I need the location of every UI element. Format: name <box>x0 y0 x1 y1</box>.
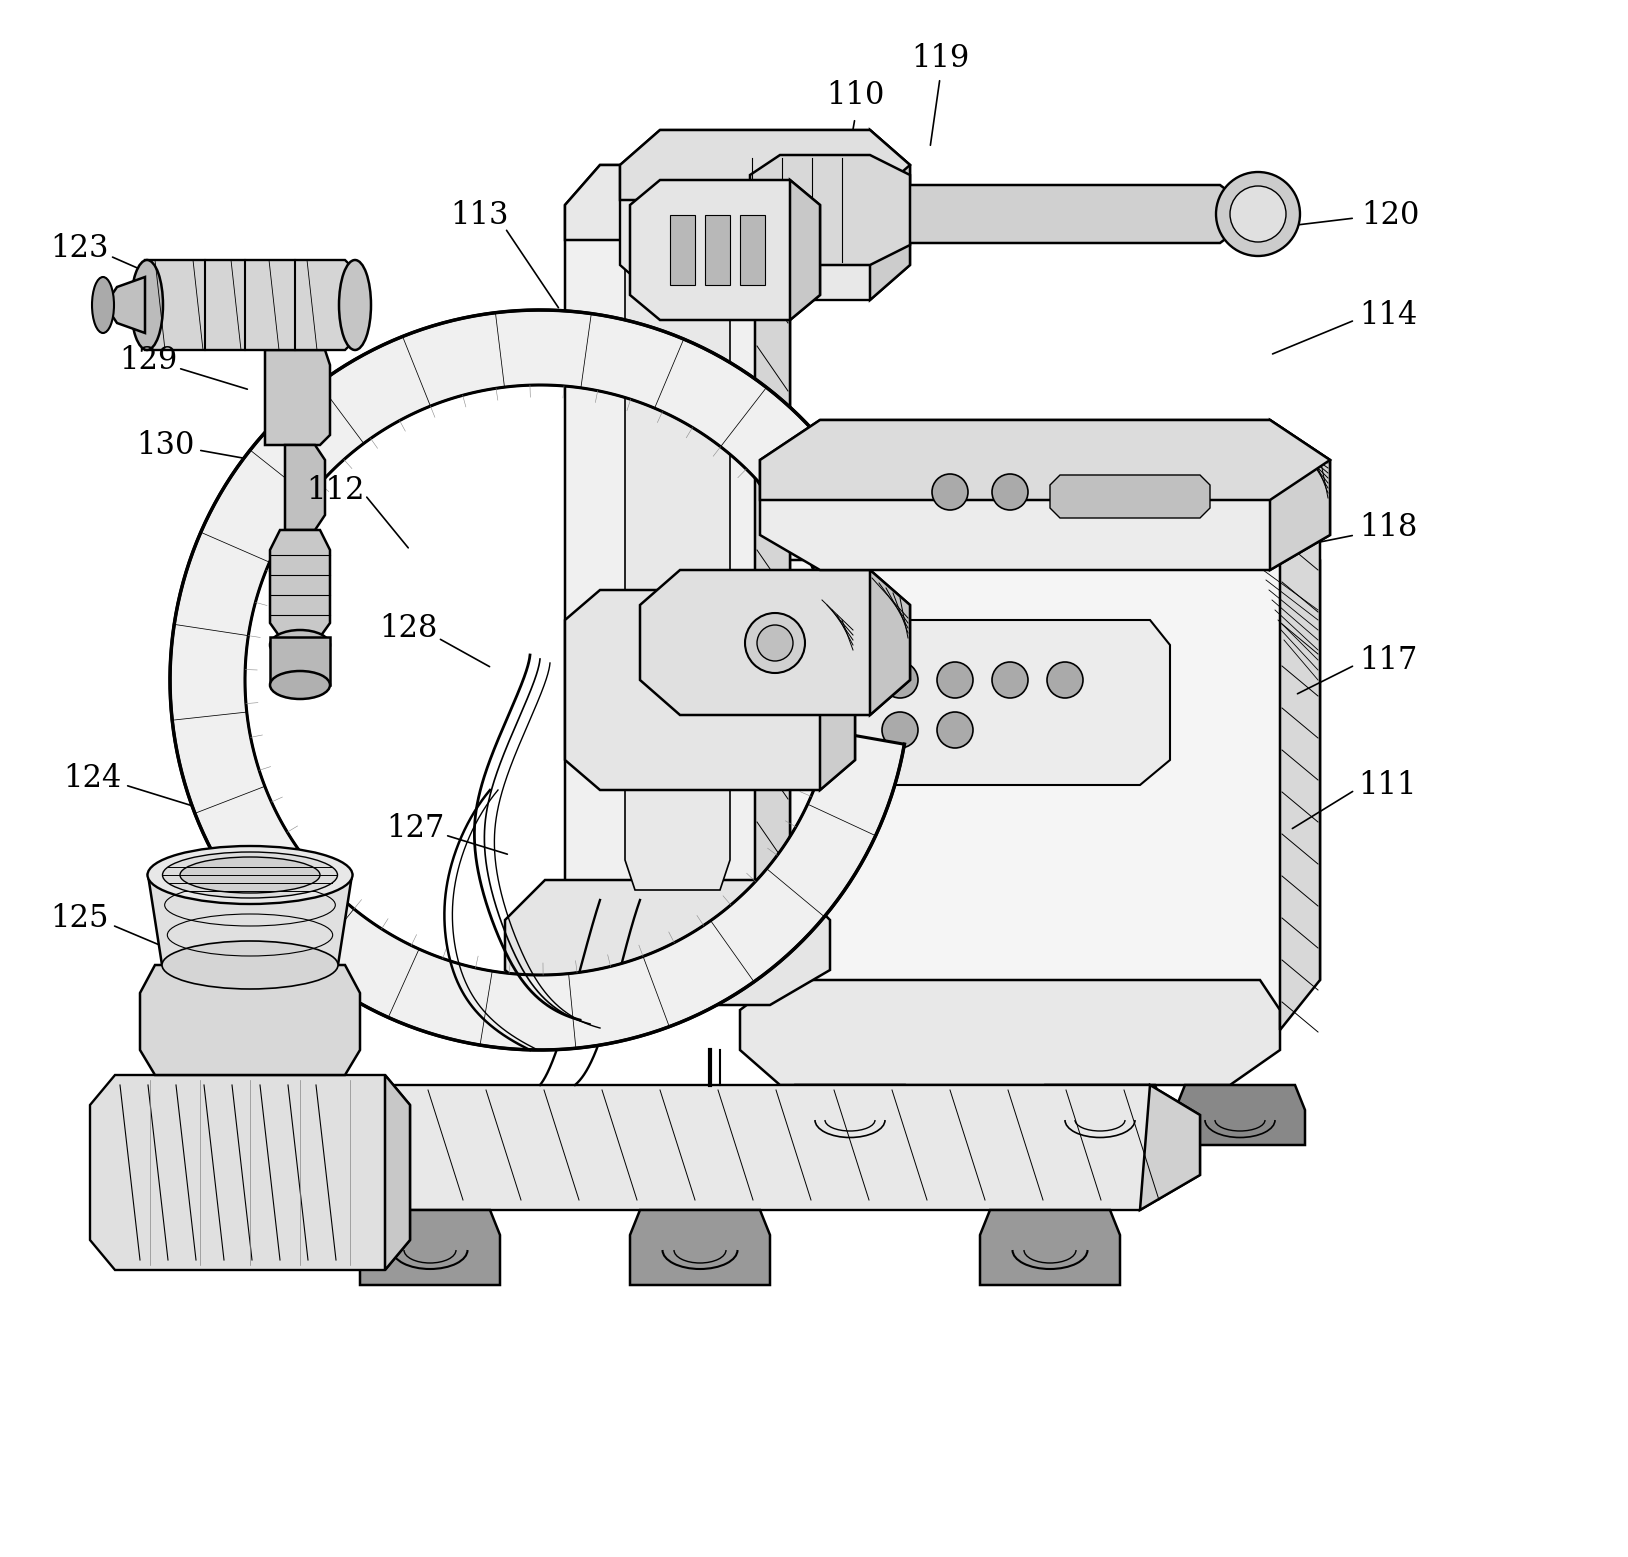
Text: 128: 128 <box>379 612 438 643</box>
Polygon shape <box>821 590 855 789</box>
Polygon shape <box>760 420 1330 500</box>
Polygon shape <box>1280 520 1320 1031</box>
Polygon shape <box>1270 420 1330 570</box>
Circle shape <box>1047 662 1083 698</box>
Text: 112: 112 <box>306 475 365 506</box>
Polygon shape <box>270 529 330 637</box>
Polygon shape <box>755 165 790 916</box>
Text: 117: 117 <box>1359 645 1418 676</box>
Text: 120: 120 <box>1361 199 1420 230</box>
Polygon shape <box>265 350 330 445</box>
Polygon shape <box>1035 1085 1166 1144</box>
Polygon shape <box>360 1210 500 1285</box>
Circle shape <box>991 662 1027 698</box>
Polygon shape <box>285 445 326 529</box>
Polygon shape <box>140 965 360 1074</box>
Ellipse shape <box>270 671 330 699</box>
Polygon shape <box>505 880 830 1004</box>
Circle shape <box>746 613 804 673</box>
Polygon shape <box>671 215 695 285</box>
Polygon shape <box>620 129 910 301</box>
Ellipse shape <box>130 260 163 350</box>
Text: 124: 124 <box>63 763 120 794</box>
Polygon shape <box>104 277 145 333</box>
Polygon shape <box>148 875 352 965</box>
Polygon shape <box>640 570 910 715</box>
Polygon shape <box>145 260 360 350</box>
Text: 110: 110 <box>825 79 884 111</box>
Text: 111: 111 <box>1359 769 1418 800</box>
Text: 129: 129 <box>119 344 177 375</box>
Polygon shape <box>270 637 330 685</box>
Polygon shape <box>895 185 1241 243</box>
Polygon shape <box>780 480 1320 561</box>
Circle shape <box>882 662 918 698</box>
Circle shape <box>931 473 969 511</box>
Polygon shape <box>625 220 729 891</box>
Text: 130: 130 <box>135 430 194 461</box>
Polygon shape <box>1140 1085 1200 1210</box>
Polygon shape <box>760 420 1330 570</box>
Circle shape <box>991 473 1027 511</box>
Polygon shape <box>630 1210 770 1285</box>
Circle shape <box>1216 171 1301 255</box>
Ellipse shape <box>339 260 371 350</box>
Ellipse shape <box>181 856 321 894</box>
Polygon shape <box>869 570 910 715</box>
Polygon shape <box>565 590 855 789</box>
Polygon shape <box>169 310 905 1049</box>
Ellipse shape <box>93 277 114 333</box>
Polygon shape <box>384 1074 410 1271</box>
Polygon shape <box>741 979 1280 1085</box>
Text: 125: 125 <box>50 903 109 934</box>
Ellipse shape <box>163 852 337 898</box>
Polygon shape <box>620 129 910 199</box>
Polygon shape <box>790 181 821 321</box>
Polygon shape <box>309 1085 1200 1210</box>
Circle shape <box>882 712 918 747</box>
Circle shape <box>1231 185 1286 241</box>
Polygon shape <box>980 1210 1120 1285</box>
Polygon shape <box>565 165 790 240</box>
Polygon shape <box>90 1074 410 1271</box>
Ellipse shape <box>270 631 330 660</box>
Circle shape <box>938 712 974 747</box>
Polygon shape <box>1050 475 1210 518</box>
Circle shape <box>757 624 793 662</box>
Polygon shape <box>741 215 765 285</box>
Circle shape <box>938 662 974 698</box>
Text: 118: 118 <box>1359 512 1418 543</box>
Polygon shape <box>630 181 821 321</box>
Text: 113: 113 <box>451 199 510 230</box>
Polygon shape <box>838 620 1171 785</box>
Text: 123: 123 <box>50 232 109 263</box>
Polygon shape <box>780 520 1320 1031</box>
Polygon shape <box>565 165 790 916</box>
Ellipse shape <box>163 940 339 989</box>
Polygon shape <box>785 1085 915 1144</box>
Polygon shape <box>869 129 910 301</box>
Polygon shape <box>1175 1085 1306 1144</box>
Text: 119: 119 <box>912 42 969 73</box>
Ellipse shape <box>148 845 353 905</box>
Text: 114: 114 <box>1359 299 1416 330</box>
Polygon shape <box>705 215 729 285</box>
Text: 127: 127 <box>386 813 444 844</box>
Polygon shape <box>751 156 910 265</box>
